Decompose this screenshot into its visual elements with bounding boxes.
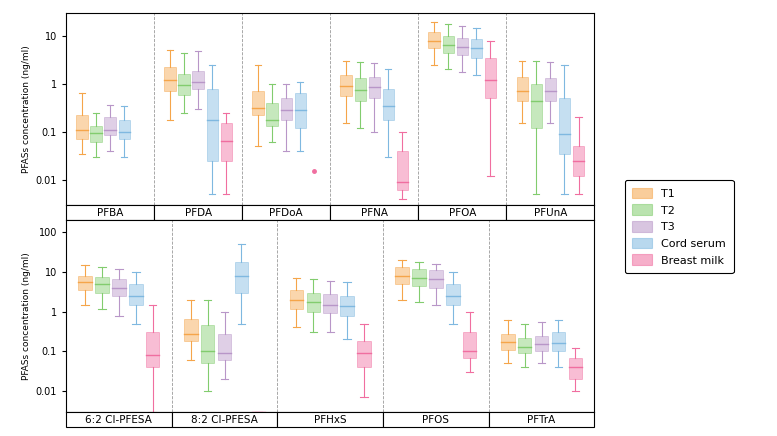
Bar — [323, 294, 337, 313]
Bar — [446, 284, 459, 305]
Bar — [485, 58, 497, 99]
Text: PFDA: PFDA — [185, 208, 211, 218]
FancyBboxPatch shape — [154, 205, 242, 220]
Text: PFDoA: PFDoA — [270, 208, 303, 218]
Bar — [545, 78, 556, 101]
FancyBboxPatch shape — [66, 412, 172, 427]
Bar — [193, 71, 204, 89]
Text: PFNA: PFNA — [361, 208, 388, 218]
Bar — [104, 117, 116, 135]
Bar — [443, 36, 454, 53]
Bar — [457, 38, 468, 55]
FancyBboxPatch shape — [277, 412, 383, 427]
Text: PFOS: PFOS — [423, 415, 449, 425]
Text: PFTrA: PFTrA — [528, 415, 556, 425]
Y-axis label: PFASs concentration (ng/ml): PFASs concentration (ng/ml) — [23, 45, 32, 173]
Bar — [164, 67, 176, 91]
Bar — [218, 334, 232, 360]
FancyBboxPatch shape — [172, 412, 277, 427]
Bar — [146, 332, 159, 367]
Bar — [429, 270, 443, 288]
Bar — [354, 78, 366, 101]
Bar — [280, 99, 292, 119]
Bar — [340, 75, 352, 96]
FancyBboxPatch shape — [507, 205, 594, 220]
Bar — [383, 89, 394, 119]
Bar — [207, 89, 218, 161]
Bar — [518, 338, 531, 353]
Bar — [552, 332, 565, 351]
Bar — [294, 93, 306, 128]
Bar — [76, 116, 88, 139]
Bar — [413, 269, 426, 286]
Bar — [201, 325, 214, 363]
Bar — [129, 284, 142, 305]
Bar — [517, 77, 528, 101]
Text: PFHxS: PFHxS — [314, 415, 347, 425]
Bar — [253, 91, 263, 116]
Bar — [569, 358, 582, 379]
Bar — [307, 293, 320, 312]
Bar — [267, 103, 277, 126]
Y-axis label: PFASs concentration (ng/ml): PFASs concentration (ng/ml) — [23, 252, 32, 380]
Bar — [235, 262, 248, 293]
Bar — [340, 296, 354, 316]
Bar — [290, 290, 303, 309]
Bar — [471, 39, 482, 58]
Bar — [357, 341, 371, 367]
Bar — [463, 332, 476, 358]
FancyBboxPatch shape — [330, 205, 418, 220]
Bar — [112, 279, 126, 296]
FancyBboxPatch shape — [489, 412, 594, 427]
Bar — [397, 151, 408, 191]
Text: PFUnA: PFUnA — [534, 208, 567, 218]
Legend: T1, T2, T3, Cord serum, Breast milk: T1, T2, T3, Cord serum, Breast milk — [625, 180, 733, 273]
Bar — [179, 74, 190, 95]
Bar — [184, 319, 197, 341]
Bar — [428, 32, 440, 48]
Bar — [531, 84, 542, 128]
FancyBboxPatch shape — [418, 205, 507, 220]
Text: PFBA: PFBA — [97, 208, 124, 218]
Bar — [96, 277, 109, 293]
Bar — [395, 267, 409, 284]
Text: 6:2 Cl-PFESA: 6:2 Cl-PFESA — [85, 415, 152, 425]
Bar — [78, 276, 92, 290]
FancyBboxPatch shape — [242, 205, 330, 220]
Bar — [119, 119, 130, 139]
Bar — [535, 336, 549, 351]
Bar — [368, 77, 380, 99]
FancyBboxPatch shape — [383, 412, 489, 427]
FancyBboxPatch shape — [66, 205, 154, 220]
Text: 8:2 Cl-PFESA: 8:2 Cl-PFESA — [191, 415, 258, 425]
Bar — [90, 126, 102, 143]
Bar — [501, 334, 514, 350]
Bar — [221, 123, 232, 161]
Bar — [573, 146, 584, 176]
Text: PFOA: PFOA — [448, 208, 476, 218]
Bar — [559, 99, 570, 154]
